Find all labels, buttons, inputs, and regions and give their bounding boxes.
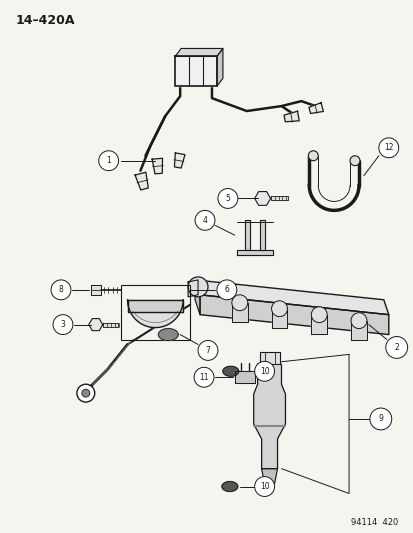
Polygon shape bbox=[236, 250, 272, 255]
Polygon shape bbox=[253, 365, 285, 469]
Polygon shape bbox=[175, 56, 216, 86]
Polygon shape bbox=[135, 172, 148, 190]
Polygon shape bbox=[308, 103, 323, 114]
Circle shape bbox=[217, 189, 237, 208]
Text: 7: 7 bbox=[205, 346, 210, 355]
Polygon shape bbox=[188, 280, 197, 297]
Polygon shape bbox=[259, 220, 264, 250]
Circle shape bbox=[77, 384, 95, 402]
Circle shape bbox=[271, 301, 287, 317]
Polygon shape bbox=[261, 469, 277, 483]
Circle shape bbox=[378, 138, 398, 158]
Text: 14–420A: 14–420A bbox=[15, 14, 75, 27]
Text: 4: 4 bbox=[202, 216, 207, 225]
Polygon shape bbox=[127, 300, 183, 312]
Circle shape bbox=[350, 313, 366, 328]
Polygon shape bbox=[90, 285, 100, 295]
Polygon shape bbox=[254, 191, 270, 205]
Circle shape bbox=[51, 280, 71, 300]
Text: 8: 8 bbox=[59, 285, 63, 294]
Circle shape bbox=[82, 389, 90, 397]
Polygon shape bbox=[102, 322, 117, 327]
Text: 9: 9 bbox=[377, 415, 382, 424]
Polygon shape bbox=[195, 280, 199, 314]
Text: 5: 5 bbox=[225, 194, 230, 203]
Polygon shape bbox=[221, 481, 237, 491]
Circle shape bbox=[194, 367, 214, 387]
Circle shape bbox=[188, 277, 207, 297]
Text: 11: 11 bbox=[199, 373, 208, 382]
Polygon shape bbox=[271, 309, 287, 328]
Polygon shape bbox=[244, 220, 249, 250]
Polygon shape bbox=[350, 321, 366, 340]
Text: 2: 2 bbox=[394, 343, 398, 352]
Circle shape bbox=[216, 280, 236, 300]
Polygon shape bbox=[216, 49, 222, 86]
Circle shape bbox=[195, 211, 214, 230]
Circle shape bbox=[311, 306, 326, 322]
Polygon shape bbox=[88, 319, 102, 330]
Polygon shape bbox=[222, 366, 238, 376]
Text: 10: 10 bbox=[259, 367, 269, 376]
Circle shape bbox=[98, 151, 118, 171]
Circle shape bbox=[231, 295, 247, 311]
Circle shape bbox=[254, 477, 274, 496]
Text: 1: 1 bbox=[106, 156, 111, 165]
Text: 12: 12 bbox=[383, 143, 393, 152]
Text: 94114  420: 94114 420 bbox=[351, 518, 398, 527]
Polygon shape bbox=[174, 153, 185, 168]
Polygon shape bbox=[283, 111, 299, 122]
Text: 3: 3 bbox=[60, 320, 65, 329]
Circle shape bbox=[53, 314, 73, 335]
Circle shape bbox=[254, 361, 274, 381]
Polygon shape bbox=[311, 314, 326, 334]
Polygon shape bbox=[152, 158, 162, 174]
Circle shape bbox=[308, 151, 318, 161]
Circle shape bbox=[349, 156, 359, 166]
Polygon shape bbox=[158, 328, 178, 341]
Circle shape bbox=[197, 341, 217, 360]
Circle shape bbox=[369, 408, 391, 430]
Polygon shape bbox=[231, 303, 247, 321]
Polygon shape bbox=[270, 197, 288, 200]
Polygon shape bbox=[259, 352, 279, 365]
Circle shape bbox=[385, 336, 407, 358]
Polygon shape bbox=[175, 49, 222, 56]
Text: 10: 10 bbox=[259, 482, 269, 491]
Text: 6: 6 bbox=[224, 285, 229, 294]
Polygon shape bbox=[234, 372, 254, 383]
Polygon shape bbox=[195, 280, 388, 314]
Polygon shape bbox=[199, 295, 388, 335]
Polygon shape bbox=[127, 300, 183, 328]
